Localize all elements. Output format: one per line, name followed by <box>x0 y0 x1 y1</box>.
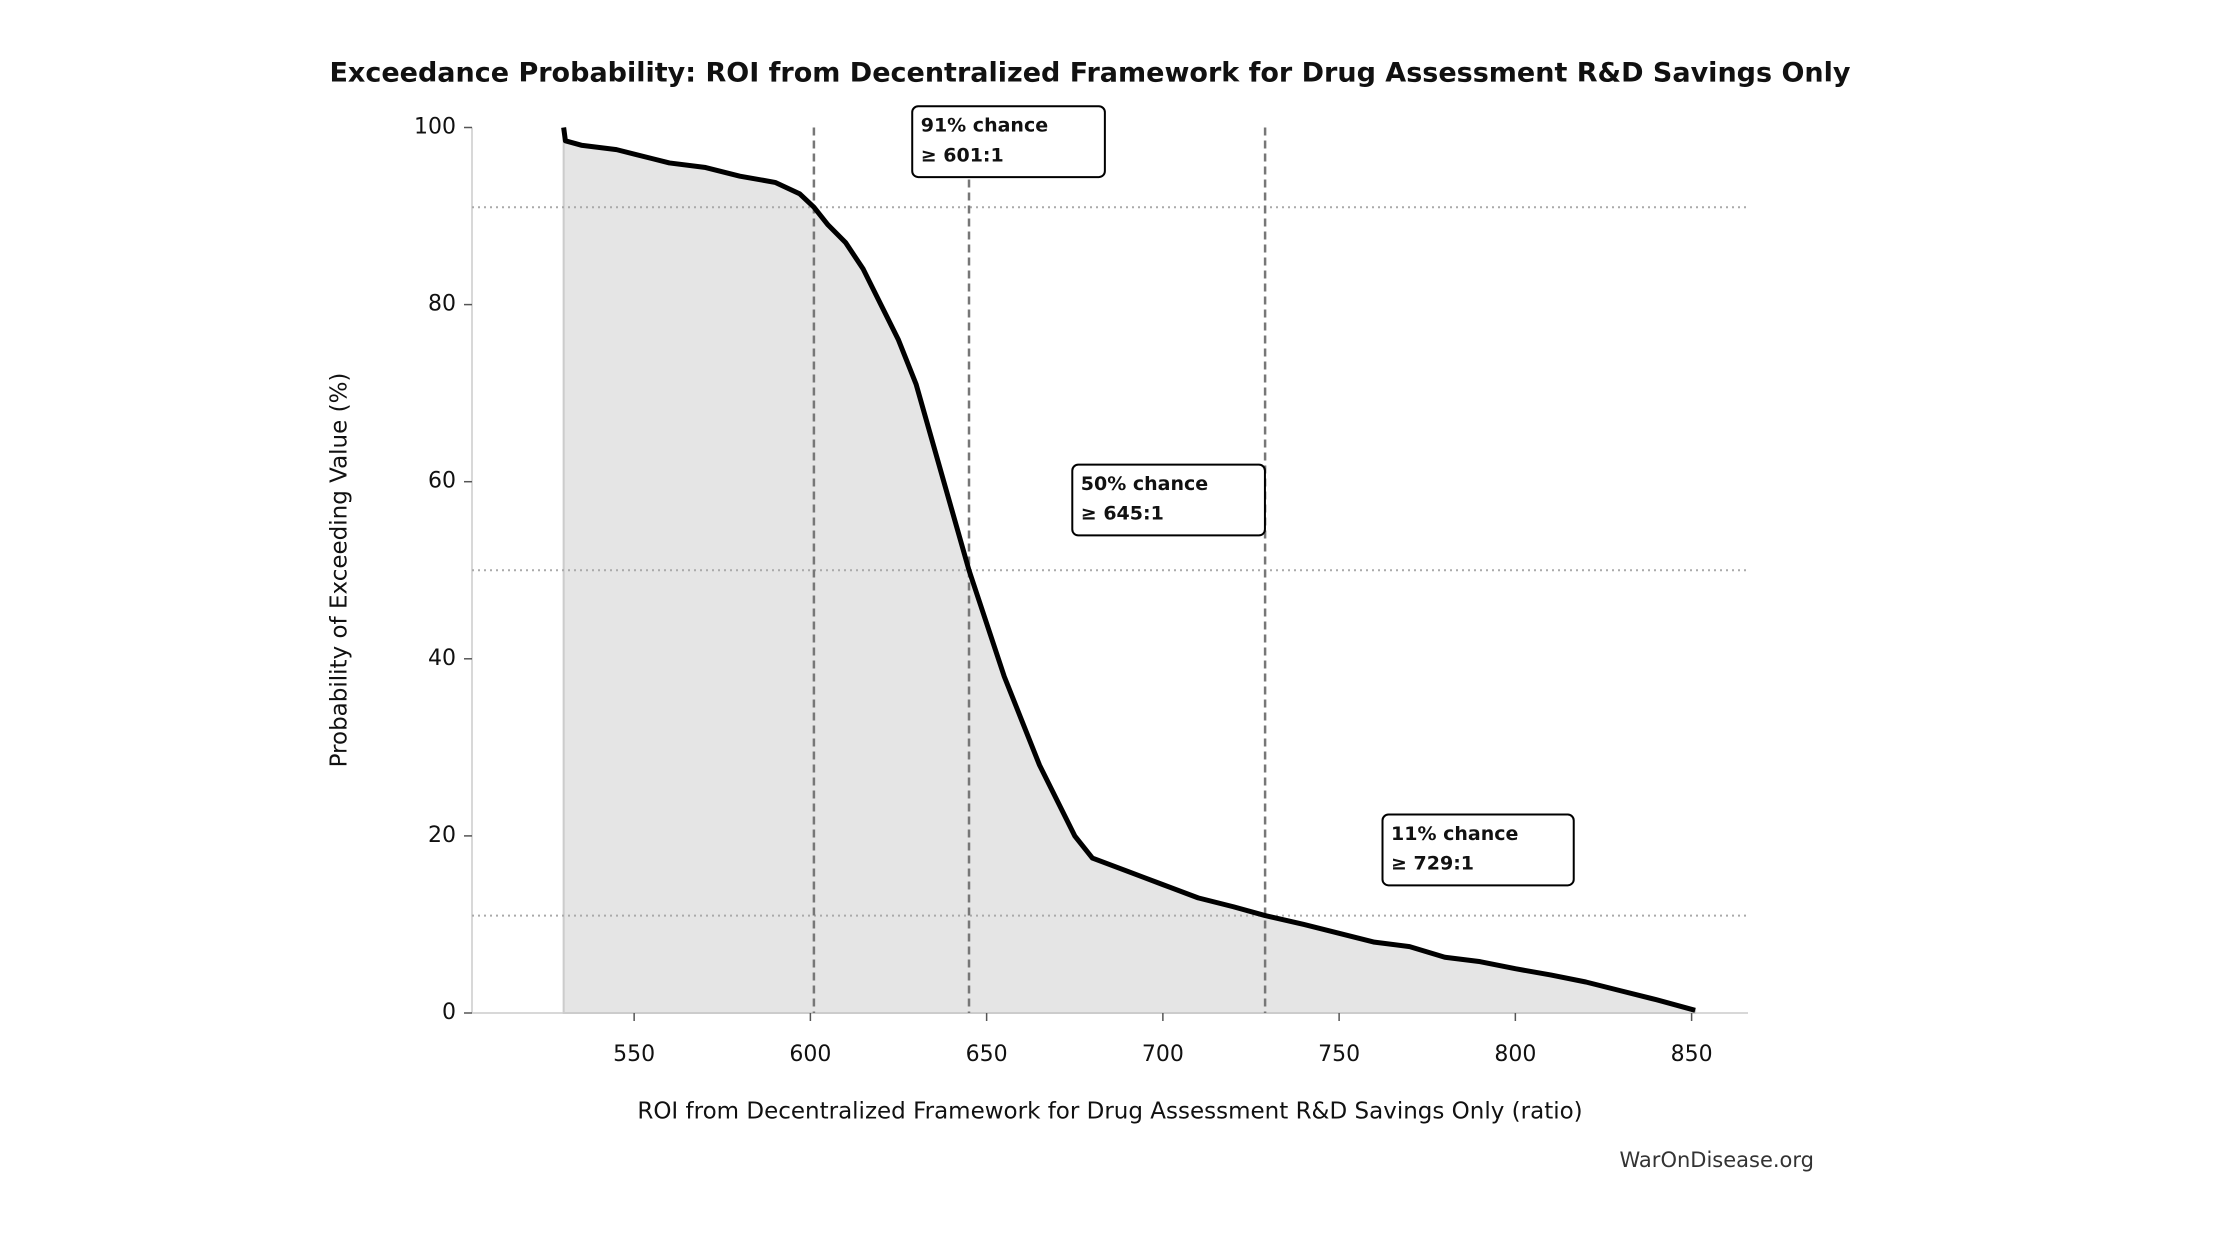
exceedance-line <box>561 127 1696 1013</box>
watermark: WarOnDisease.org <box>1620 1148 1814 1172</box>
annotation-text: ≥ 601:1 <box>921 144 1004 166</box>
annotation-box <box>1381 813 1575 887</box>
x-tick-label: 800 <box>1494 1042 1536 1067</box>
x-tick-label: 700 <box>1142 1042 1184 1067</box>
annotation-box <box>911 105 1106 179</box>
x-tick-label: 850 <box>1671 1042 1713 1067</box>
x-axis-label: ROI from Decentralized Framework for Dru… <box>637 1099 1582 1125</box>
annotation-text: 11% chance <box>1391 823 1518 845</box>
y-axis-label: Probability of Exceeding Value (%) <box>327 373 353 768</box>
y-tick-label: 80 <box>428 292 456 317</box>
y-tick-label: 60 <box>428 469 456 494</box>
y-tick-label: 0 <box>442 1000 456 1025</box>
chart-title: Exceedance Probability: ROI from Decentr… <box>329 58 1850 89</box>
y-tick-label: 20 <box>428 823 456 848</box>
annotation-text: ≥ 729:1 <box>1391 853 1474 875</box>
annotation-box <box>1071 463 1266 537</box>
y-tick-label: 100 <box>414 115 456 140</box>
x-tick-label: 600 <box>789 1042 831 1067</box>
annotation-text: 91% chance <box>921 115 1048 137</box>
x-tick-label: 550 <box>613 1042 655 1067</box>
x-tick-label: 650 <box>966 1042 1008 1067</box>
y-tick-label: 40 <box>428 646 456 671</box>
x-tick-label: 750 <box>1318 1042 1360 1067</box>
annotation-text: ≥ 645:1 <box>1081 503 1164 525</box>
annotation-text: 50% chance <box>1081 473 1208 495</box>
